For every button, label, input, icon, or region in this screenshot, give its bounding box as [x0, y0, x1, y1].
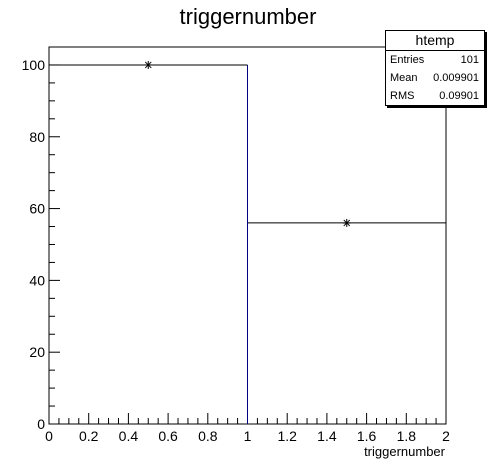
stats-box: htemp Entries 101 Mean 0.009901 RMS 0.09…	[385, 30, 485, 106]
y-tick-label: 60	[29, 201, 45, 217]
stats-row-entries: Entries 101	[386, 51, 484, 69]
stats-entries-label: Entries	[390, 54, 425, 66]
bin-markers	[144, 60, 351, 227]
bin-center-marker	[144, 60, 153, 69]
x-tick-label: 1.6	[357, 428, 377, 444]
bin-center-marker	[342, 218, 351, 227]
x-tick-label: 1.2	[277, 428, 297, 444]
y-tick-label: 20	[29, 344, 45, 360]
y-tick-label: 40	[29, 272, 45, 288]
marker-stroke	[343, 219, 351, 227]
y-tick-label: 80	[29, 129, 45, 145]
stats-row-rms: RMS 0.09901	[386, 87, 484, 105]
stats-box-title: htemp	[386, 31, 484, 51]
x-tick-label: 2	[442, 428, 450, 444]
x-tick-label: 0.2	[79, 428, 99, 444]
y-tick-label: 100	[22, 57, 46, 73]
x-tick-label: 1.8	[397, 428, 417, 444]
x-tick-label: 1	[244, 428, 252, 444]
x-axis-label: triggernumber	[364, 444, 446, 459]
stats-rms-label: RMS	[390, 90, 415, 102]
y-tick-label: 0	[37, 416, 45, 432]
histogram-bars	[49, 64, 446, 424]
stats-mean-label: Mean	[390, 72, 418, 84]
x-tick-label: 0.4	[119, 428, 139, 444]
stats-row-mean: Mean 0.009901	[386, 69, 484, 87]
x-tick-label: 0	[45, 428, 53, 444]
stats-entries-value: 101	[460, 54, 479, 66]
x-tick-label: 0.6	[158, 428, 178, 444]
x-tick-label: 0.8	[198, 428, 218, 444]
stats-rms-value: 0.09901	[439, 90, 479, 102]
x-tick-label: 1.4	[317, 428, 337, 444]
marker-stroke	[144, 61, 152, 69]
chart-title: triggernumber	[180, 4, 317, 29]
stats-mean-value: 0.009901	[433, 72, 479, 84]
